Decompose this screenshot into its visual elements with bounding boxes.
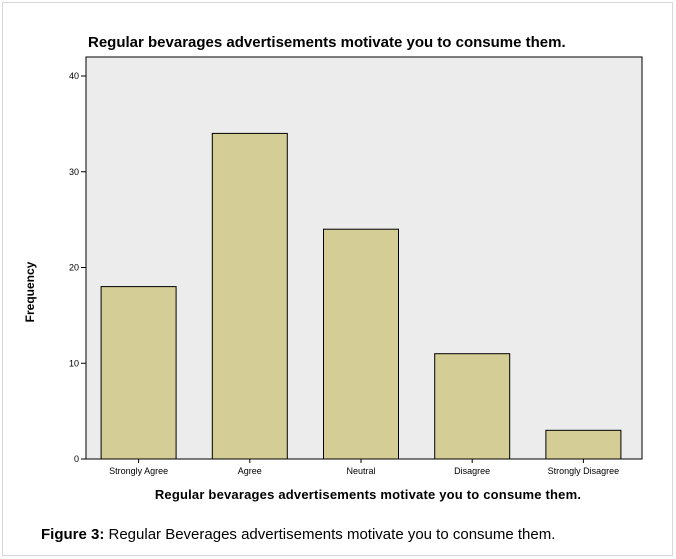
y-axis: 0 10 20 30 40: [69, 71, 86, 464]
bar-neutral: [323, 228, 399, 460]
caption-label: Figure 3:: [41, 526, 105, 543]
x-tick-label: Strongly Agree: [109, 466, 168, 476]
x-tick-label: Strongly Disagree: [548, 466, 620, 476]
y-tick-label: 20: [69, 263, 79, 273]
y-tick-label: 10: [69, 358, 79, 368]
bar-agree: [211, 132, 288, 460]
x-axis: Strongly Agree Agree Neutral Disagree Strong…: [109, 459, 619, 476]
y-tick-label: 40: [69, 71, 79, 81]
y-tick-label: 0: [74, 454, 79, 464]
x-axis-label: Regular bevarages advertisements motivat…: [154, 487, 582, 502]
caption-text: Regular Beverages advertisements motivat…: [104, 526, 556, 543]
x-tick-label: Neutral: [346, 466, 375, 476]
chart-title: Regular bevarages advertisements motivat…: [88, 34, 566, 51]
bar-strongly-agree: [100, 286, 177, 460]
x-tick-label: Agree: [238, 466, 262, 476]
y-tick-label: 30: [69, 167, 79, 177]
x-tick-label: Disagree: [454, 466, 490, 476]
figure-caption: Figure 3: Regular Beverages advertisemen…: [41, 526, 555, 543]
bars-group: [100, 132, 622, 460]
bar-disagree: [434, 353, 511, 460]
y-axis-label: Frequency: [23, 261, 37, 323]
bar-strongly-disagree: [545, 429, 622, 460]
